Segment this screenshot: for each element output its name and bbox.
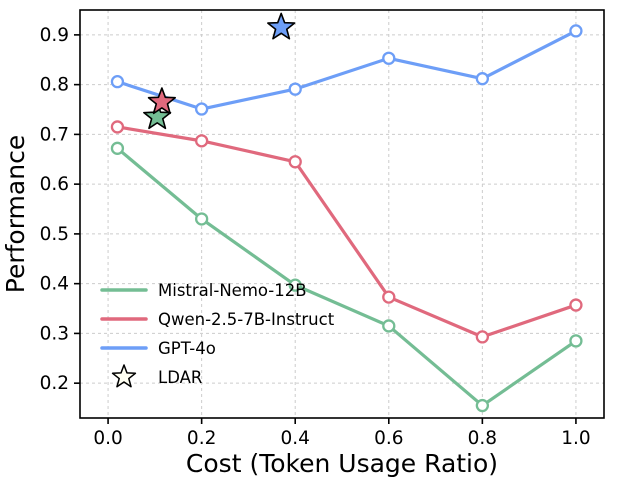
series-line-Qwen-2.5-7B-Instruct [115,125,578,339]
legend-item-Mistral-Nemo-12B: Mistral-Nemo-12B [100,281,307,300]
data-point-marker-GPT-4o [110,74,125,89]
x-tick-label: 0.2 [187,428,216,449]
data-point-marker-Mistral-Nemo-12B [288,278,302,292]
data-point-marker-GPT-4o [569,24,583,38]
legend-item-GPT-4o: GPT-4o [100,339,216,358]
legend-label: LDAR [158,368,202,387]
y-tick-label: 0.6 [40,174,69,195]
ldar-star-marker [147,87,176,115]
series-line-GPT-4o [115,29,578,111]
y-tick-label: 0.8 [40,75,69,96]
x-tick-label: 0.6 [374,428,403,449]
data-point-marker-Mistral-Nemo-12B [194,212,209,226]
data-point-marker-GPT-4o [475,72,490,86]
data-point-marker-GPT-4o [382,51,396,65]
y-axis-label: Performance [1,135,30,293]
legend-item-LDAR: LDAR [111,364,202,388]
data-point-marker-Mistral-Nemo-12B [569,334,583,348]
data-point-marker-Mistral-Nemo-12B [110,141,125,155]
data-point-marker-Mistral-Nemo-12B [382,319,396,333]
legend-star-sample [111,364,137,388]
y-tick-label: 0.5 [40,224,69,245]
y-tick-label: 0.4 [40,274,69,295]
x-tick-label: 0.4 [281,428,310,449]
ldar-star-marker [143,102,172,130]
data-point-marker-Qwen-2.5-7B-Instruct [194,134,209,148]
x-axis-label: Cost (Token Usage Ratio) [186,449,498,478]
y-tick-label: 0.7 [40,124,69,145]
legend-label: Mistral-Nemo-12B [158,281,307,300]
legend-label: Qwen-2.5-7B-Instruct [158,310,335,329]
data-point-marker-Qwen-2.5-7B-Instruct [382,290,396,304]
data-point-marker-Qwen-2.5-7B-Instruct [288,155,302,169]
data-point-marker-Qwen-2.5-7B-Instruct [569,298,583,312]
ldar-star-marker [267,12,296,40]
data-point-marker-Qwen-2.5-7B-Instruct [110,120,125,134]
legend-label: GPT-4o [158,339,216,358]
series-line-Mistral-Nemo-12B [115,146,578,408]
y-tick-label: 0.2 [40,373,69,394]
y-tick-label: 0.9 [40,25,69,46]
x-tick-label: 0.8 [468,428,497,449]
data-point-marker-GPT-4o [194,102,209,116]
x-tick-label: 0.0 [93,428,122,449]
plot-frame [79,9,605,419]
y-tick-label: 0.3 [40,323,69,344]
data-point-marker-Qwen-2.5-7B-Instruct [475,330,490,344]
x-tick-label: 1.0 [561,428,590,449]
legend: Mistral-Nemo-12B Qwen-2.5-7B-Instruct GPT-… [100,281,335,388]
data-point-marker-Mistral-Nemo-12B [475,398,490,413]
data-point-marker-GPT-4o [288,82,302,96]
legend-item-Qwen-2.5-7B-Instruct: Qwen-2.5-7B-Instruct [100,310,335,329]
